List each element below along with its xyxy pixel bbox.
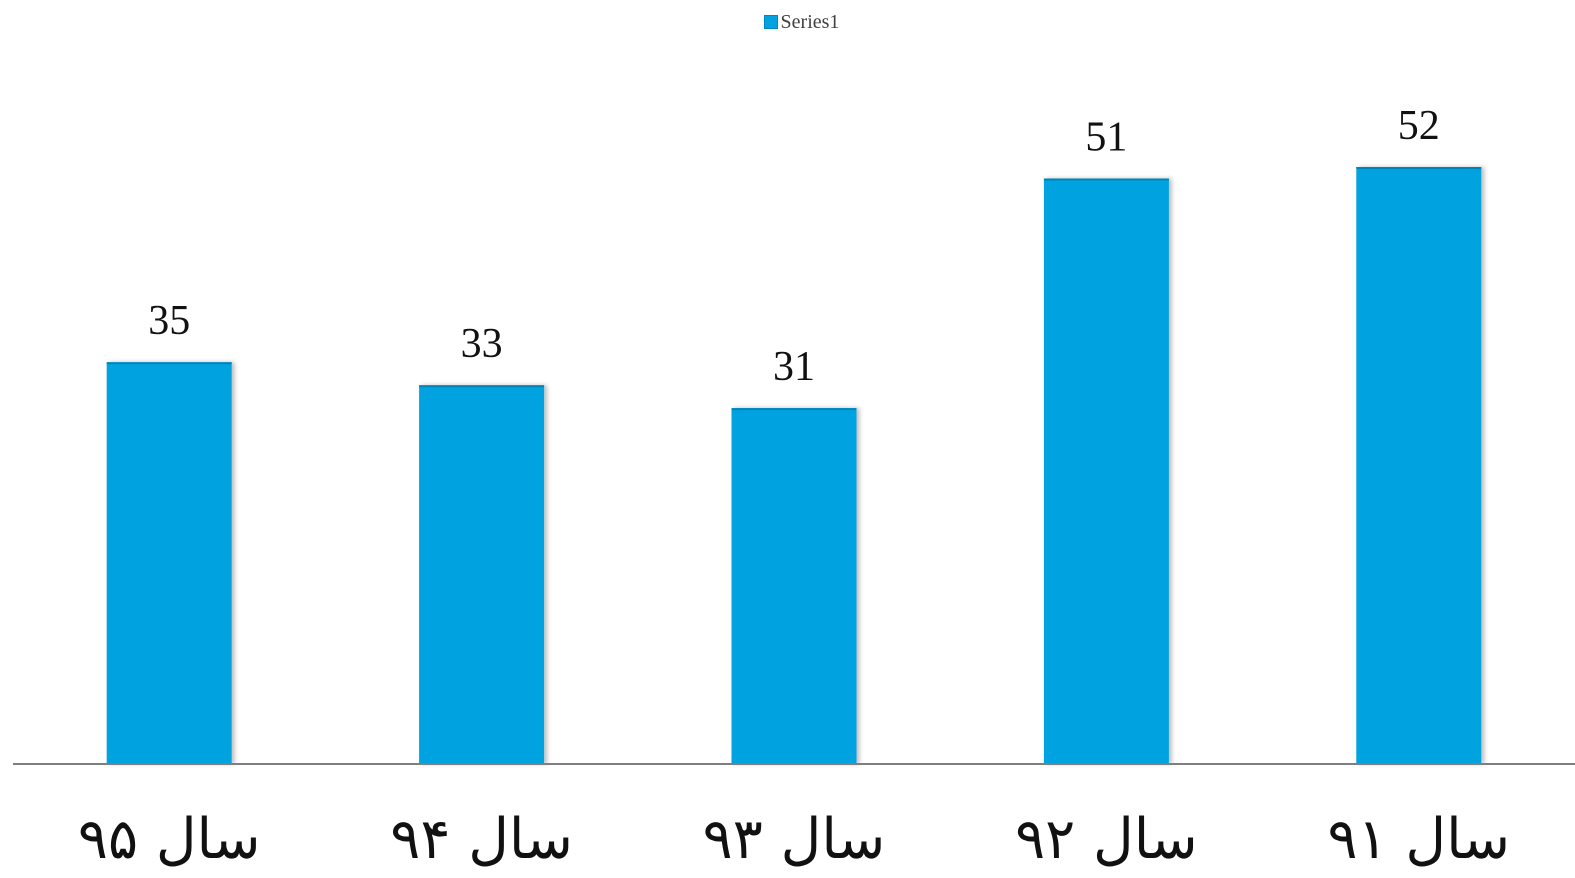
data-label-1: 35 <box>148 298 190 344</box>
category-label-5: سال ۹۱ <box>1327 807 1510 872</box>
bar-4 <box>1043 178 1169 764</box>
labels-layer: 35 33 31 51 52 <box>148 103 1440 390</box>
data-label-2: 33 <box>461 321 503 367</box>
data-label-4: 51 <box>1085 115 1127 161</box>
legend-item-series1: Series1 <box>763 10 840 34</box>
bar-2 <box>419 385 545 764</box>
bar-1 <box>106 362 232 764</box>
bars-layer <box>106 167 1482 764</box>
bar-3 <box>731 408 857 764</box>
category-labels: سال ۹۵ سال ۹۴ سال ۹۳ سال ۹۲ سال ۹۱ <box>78 807 1510 872</box>
chart-legend: Series1 <box>0 10 1575 35</box>
category-label-2: سال ۹۴ <box>390 807 573 872</box>
data-label-5: 52 <box>1398 103 1440 149</box>
category-label-4: سال ۹۲ <box>1015 807 1198 872</box>
data-label-3: 31 <box>773 344 815 390</box>
legend-label: Series1 <box>780 11 840 33</box>
bar-5 <box>1356 167 1482 764</box>
category-label-1: سال ۹۵ <box>78 807 261 872</box>
legend-swatch <box>763 15 778 29</box>
category-label-3: سال ۹۳ <box>703 807 886 872</box>
